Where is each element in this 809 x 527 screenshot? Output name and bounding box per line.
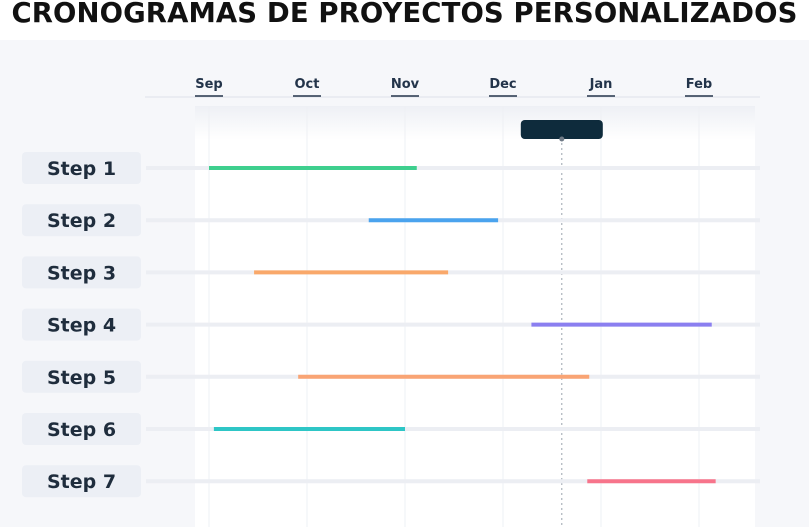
step-label-box-step-5 — [22, 360, 141, 393]
month-label-dec: Dec — [489, 77, 516, 92]
step-label-box-step-4 — [22, 308, 141, 341]
month-label-feb: Feb — [686, 77, 712, 92]
step-label-box-step-3 — [22, 256, 141, 289]
step-label-step-2: Step 2 — [47, 210, 116, 232]
month-label-sep: Sep — [195, 77, 223, 92]
page-title: CRONOGRAMAS DE PROYECTOS PERSONALIZADOS — [11, 0, 798, 29]
step-label-box-step-6 — [22, 413, 141, 445]
step-label-step-1: Step 1 — [47, 158, 116, 180]
today-marker — [520, 120, 603, 139]
step-label-step-5: Step 5 — [47, 367, 116, 389]
step-label-step-4: Step 4 — [47, 315, 116, 337]
step-label-box-step-7 — [22, 465, 141, 498]
step-label-box-step-1 — [22, 152, 141, 184]
month-label-nov: Nov — [391, 77, 420, 92]
today-marker-dot — [559, 136, 565, 142]
step-label-box-step-2 — [22, 204, 141, 237]
plot-area — [195, 106, 755, 527]
step-label-step-6: Step 6 — [47, 419, 116, 441]
step-label-step-7: Step 7 — [47, 471, 116, 493]
month-label-jan: Jan — [589, 77, 613, 92]
month-label-oct: Oct — [295, 77, 320, 92]
step-label-step-3: Step 3 — [47, 262, 116, 284]
